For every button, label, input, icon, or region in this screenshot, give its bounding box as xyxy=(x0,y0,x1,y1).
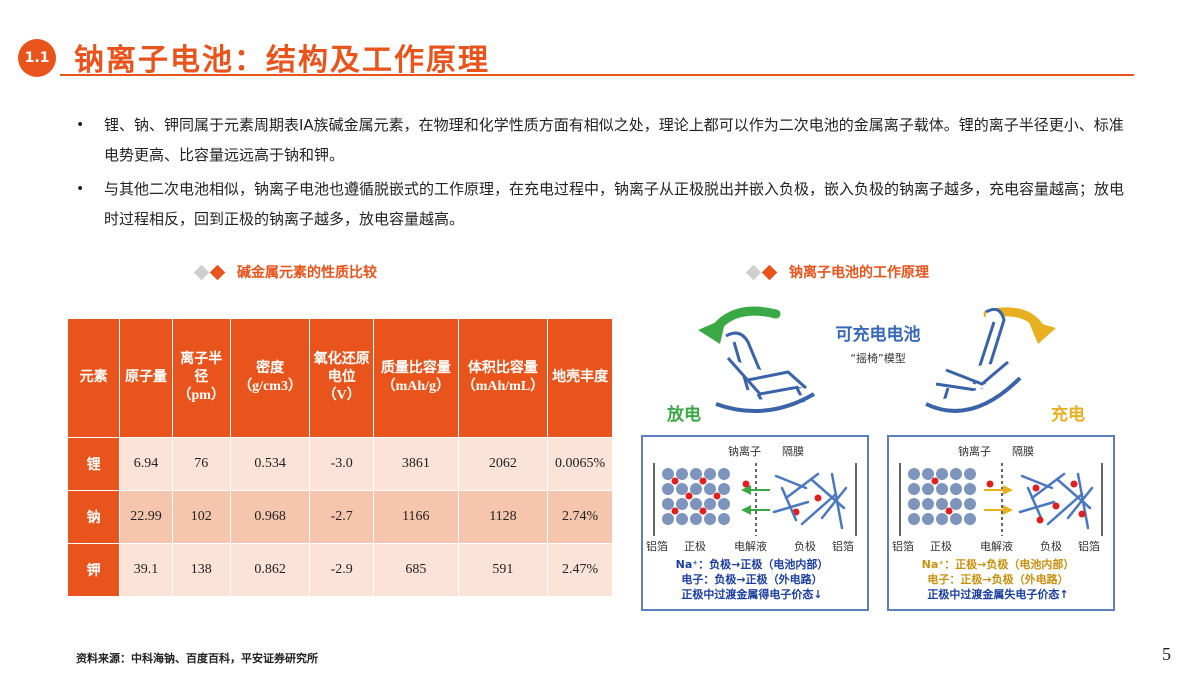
cathode-lattice-icon xyxy=(908,468,976,525)
discharge-note: 正极中过渡金属得电子价态↓ xyxy=(681,587,822,601)
diagram-subtitle: “摇椅”模型 xyxy=(850,351,905,365)
title-divider xyxy=(60,74,1134,76)
table-header-row: 元素 原子量 离子半径（pm） 密度（g/cm3） 氧化还原电位（V） 质量比容… xyxy=(66,318,613,438)
discharge-curved-arrow-icon xyxy=(698,306,781,344)
panel-label-electrolyte: 电解液 xyxy=(734,539,767,553)
table-header-cell: 氧化还原电位（V） xyxy=(309,318,374,438)
table-cell: -3.0 xyxy=(309,437,374,491)
charge-label: 充电 xyxy=(1051,404,1085,425)
diagram-caption-text: 钠离子电池的工作原理 xyxy=(789,265,929,281)
panel-label-positive: 正极 xyxy=(930,539,952,553)
table-cell: 1166 xyxy=(372,490,459,544)
rocking-chair-left-icon xyxy=(715,331,816,414)
table-row: 钾 39.1 138 0.862 -2.9 685 591 2.47% xyxy=(66,543,613,597)
table-cell: 2.47% xyxy=(547,543,613,597)
discharge-panel: 钠离子 隔膜 铝箔 正极 电解液 负极 铝箔 Na⁺：负极→正极（电池内部） 电… xyxy=(641,435,869,611)
charge-panel: 钠离子 隔膜 铝箔 正极 电解液 负极 铝箔 Na⁺：正极→负极（电池内部） 电… xyxy=(887,435,1115,611)
table-cell: 685 xyxy=(372,543,459,597)
panel-label-foil-right: 铝箔 xyxy=(1078,539,1100,553)
alkali-metal-comparison-table: 元素 原子量 离子半径（pm） 密度（g/cm3） 氧化还原电位（V） 质量比容… xyxy=(66,318,613,597)
table-cell: 2.74% xyxy=(547,490,613,544)
anode-carbon-icon xyxy=(1018,472,1094,530)
table-cell: 39.1 xyxy=(119,543,173,597)
table-cell: 76 xyxy=(171,437,231,491)
panel-label-positive: 正极 xyxy=(684,539,706,553)
table-row: 锂 6.94 76 0.534 -3.0 3861 2062 0.0065% xyxy=(66,437,613,491)
discharge-label: 放电 xyxy=(666,404,701,425)
page-title: 钠离子电池：结构及工作原理 xyxy=(74,43,490,78)
panel-label-foil-right: 铝箔 xyxy=(832,539,854,553)
diamond-icon xyxy=(761,264,778,280)
panel-label-separator: 隔膜 xyxy=(782,445,804,458)
diamond-icon xyxy=(209,264,226,280)
bullet-list: • 锂、钠、钾同属于元素周期表ⅠA族碱金属元素，在物理和化学性质方面有相似之处，理… xyxy=(76,110,1136,238)
table-caption: 碱金属元素的性质比较 xyxy=(193,262,377,282)
table-cell: 0.0065% xyxy=(547,437,613,491)
element-name-cell: 锂 xyxy=(66,437,121,491)
panel-label-ion: 钠离子 xyxy=(728,444,761,458)
bullet-text: 与其他二次电池相似，钠离子电池也遵循脱嵌式的工作原理，在充电过程中，钠离子从正极… xyxy=(104,180,1125,228)
bullet-text: 锂、钠、钾同属于元素周期表ⅠA族碱金属元素，在物理和化学性质方面有相似之处，理论… xyxy=(104,116,1124,164)
table-cell: 591 xyxy=(457,543,549,597)
panel-label-negative: 负极 xyxy=(1040,539,1062,553)
table-cell: 22.99 xyxy=(119,490,173,544)
section-number-badge: 1.1 xyxy=(18,39,56,77)
rocking-chair-right-icon xyxy=(925,307,1022,413)
panel-label-ion: 钠离子 xyxy=(958,444,991,458)
panel-label-electrolyte: 电解液 xyxy=(980,539,1013,553)
panel-label-negative: 负极 xyxy=(794,539,816,553)
sodium-ion-dots-icon xyxy=(931,477,1086,524)
table-cell: 138 xyxy=(171,543,231,597)
charge-note: Na⁺：正极→负极（电池内部） xyxy=(922,557,1075,571)
diagram-caption: 钠离子电池的工作原理 xyxy=(745,262,929,282)
table-cell: 2062 xyxy=(457,437,549,491)
diagram-title: 可充电电池 xyxy=(836,324,921,345)
bullet-dot-icon: • xyxy=(76,181,85,197)
table-header-cell: 离子半径（pm） xyxy=(171,318,231,438)
diamond-icon xyxy=(745,264,762,280)
diamond-icon xyxy=(193,264,210,280)
table-cell: 102 xyxy=(171,490,231,544)
charge-note: 电子：正极→负极（外电路） xyxy=(927,572,1068,586)
table-row: 钠 22.99 102 0.968 -2.7 1166 1128 2.74% xyxy=(66,490,613,544)
bullet-item: • 锂、钠、钾同属于元素周期表ⅠA族碱金属元素，在物理和化学性质方面有相似之处，理… xyxy=(76,110,1136,170)
table-cell: -2.7 xyxy=(309,490,374,544)
table-header-cell: 质量比容量（mAh/g） xyxy=(372,318,459,438)
table-cell: 0.862 xyxy=(229,543,311,597)
table-header-cell: 原子量 xyxy=(119,318,173,438)
charge-note: 正极中过渡金属失电子价态↑ xyxy=(927,587,1068,601)
table-caption-text: 碱金属元素的性质比较 xyxy=(237,265,377,281)
table-header-cell: 地壳丰度 xyxy=(547,318,613,438)
table-cell: 3861 xyxy=(372,437,459,491)
element-name-cell: 钠 xyxy=(66,490,121,544)
table-cell: 0.534 xyxy=(229,437,311,491)
panel-label-foil-left: 铝箔 xyxy=(892,539,914,553)
page-number: 5 xyxy=(1162,644,1171,664)
element-name-cell: 钾 xyxy=(66,543,121,597)
panel-label-separator: 隔膜 xyxy=(1012,445,1034,458)
table-header-cell: 元素 xyxy=(66,318,121,438)
bullet-item: • 与其他二次电池相似，钠离子电池也遵循脱嵌式的工作原理，在充电过程中，钠离子从正… xyxy=(76,174,1136,234)
table-cell: 1128 xyxy=(457,490,549,544)
panel-label-foil-left: 铝箔 xyxy=(646,539,668,553)
table-cell: -2.9 xyxy=(309,543,374,597)
table-header-cell: 体积比容量（mAh/mL） xyxy=(457,318,549,438)
anode-carbon-icon xyxy=(772,472,848,530)
cathode-lattice-icon xyxy=(662,468,730,525)
discharge-note: Na⁺：负极→正极（电池内部） xyxy=(676,557,829,571)
table-cell: 0.968 xyxy=(229,490,311,544)
table-header-cell: 密度（g/cm3） xyxy=(229,318,311,438)
rocking-chair-battery-diagram: 可充电电池 “摇椅”模型 放电 充电 钠离子 隔膜 铝箔 正极 电解液 负极 铝… xyxy=(641,306,1115,611)
table-cell: 6.94 xyxy=(119,437,173,491)
bullet-dot-icon: • xyxy=(76,117,85,133)
discharge-note: 电子：负极→正极（外电路） xyxy=(681,572,822,586)
source-note: 资料来源：中科海钠、百度百科，平安证券研究所 xyxy=(76,652,318,665)
